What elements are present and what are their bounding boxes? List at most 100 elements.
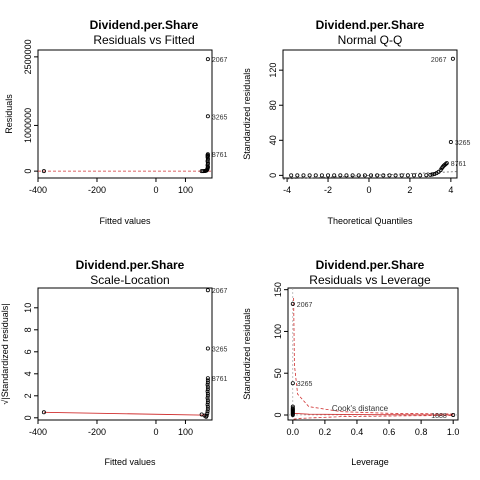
y-tick-label: 50	[273, 368, 283, 378]
data-point	[450, 56, 455, 61]
y-axis-label: Residuals	[4, 94, 14, 134]
y-tick-label: 2	[23, 393, 33, 398]
data-point	[205, 409, 210, 414]
point-label: 3265	[297, 381, 313, 388]
marks-layer: -400 -200 0 100 0 1000000 2500000 2067 3265 8761	[23, 39, 228, 195]
y-tick-label: 150	[273, 282, 283, 297]
data-point	[205, 380, 210, 385]
y-tick-label: 0	[23, 415, 33, 420]
data-point	[41, 410, 46, 415]
data-point	[204, 413, 209, 418]
x-axis-label: Leverage	[351, 457, 389, 467]
x-tick-label: 0.2	[319, 427, 332, 437]
data-point	[41, 169, 46, 174]
marks-layer: 0.0 0.2 0.4 0.6 0.8 1.0 0 50 100 150 2067 3265 1888	[273, 282, 459, 437]
cooks-distance-contour	[293, 415, 454, 420]
data-point	[356, 173, 361, 178]
plot-frame	[37, 49, 213, 179]
data-point	[338, 173, 343, 178]
smoother-line	[43, 411, 208, 416]
data-point	[205, 404, 210, 409]
x-tick-label: -400	[29, 185, 47, 195]
data-point	[205, 393, 210, 398]
data-point	[428, 172, 433, 177]
y-tick-label: 8	[23, 327, 33, 332]
data-point	[350, 173, 355, 178]
y-tick-label: 6	[23, 349, 33, 354]
data-point	[205, 288, 210, 293]
data-point	[290, 406, 295, 411]
x-tick-label: -400	[29, 427, 47, 437]
data-point	[332, 173, 337, 178]
x-tick-label: -200	[88, 427, 106, 437]
x-tick-label: 0.8	[415, 427, 428, 437]
data-point	[418, 173, 423, 178]
data-point	[393, 173, 398, 178]
data-point	[362, 173, 367, 178]
x-tick-label: 0.0	[287, 427, 300, 437]
x-tick-label: 1.0	[447, 427, 460, 437]
point-label: 2067	[297, 302, 313, 309]
plot-frame	[37, 287, 213, 421]
point-label: 1888	[431, 413, 447, 420]
x-tick-label: 0.4	[351, 427, 364, 437]
data-point	[205, 152, 210, 157]
y-tick-label: 80	[268, 100, 278, 110]
data-point	[205, 387, 210, 392]
panel-title: Dividend.per.Share	[76, 258, 185, 272]
data-point	[375, 173, 380, 178]
x-axis-label: Fitted values	[99, 216, 151, 226]
x-tick-label: -200	[88, 185, 106, 195]
y-tick-label: 120	[268, 63, 278, 78]
data-point	[205, 161, 210, 166]
y-tick-label: 100	[273, 324, 283, 339]
data-point	[205, 378, 210, 383]
x-tick-label: 100	[178, 185, 193, 195]
data-point	[424, 173, 429, 178]
data-point	[313, 173, 318, 178]
y-axis-label: Standardized residuals	[242, 308, 252, 400]
data-point	[451, 412, 456, 417]
x-tick-label: 100	[178, 427, 193, 437]
data-point	[205, 157, 210, 162]
data-point	[448, 140, 453, 145]
data-point	[289, 173, 294, 178]
x-tick-label: -4	[283, 185, 291, 195]
data-point	[205, 406, 210, 411]
data-point	[205, 346, 210, 351]
y-axis-label: √|Standardized residuals|	[0, 303, 10, 404]
y-tick-label: 0	[23, 169, 33, 174]
data-point	[290, 404, 295, 409]
point-label: 3265	[212, 347, 228, 354]
point-label: 8761	[451, 161, 467, 168]
point-label: 3265	[455, 140, 471, 147]
x-tick-label: 0.6	[383, 427, 396, 437]
data-point	[290, 381, 295, 386]
normal-qq-panel: Dividend.per.Share Normal Q-Q Theoretica…	[242, 18, 471, 226]
y-tick-label: 40	[268, 135, 278, 145]
data-point	[205, 376, 210, 381]
cooks-distance-legend: Cook's distance	[332, 404, 389, 413]
panel-subtitle: Normal Q-Q	[338, 33, 403, 47]
y-tick-label: 1000000	[23, 108, 33, 143]
data-point	[205, 398, 210, 403]
data-point	[405, 173, 410, 178]
panel-title: Dividend.per.Share	[316, 18, 425, 32]
y-tick-label: 2500000	[23, 39, 33, 74]
data-point	[326, 173, 331, 178]
data-point	[205, 114, 210, 119]
residuals-vs-leverage-panel: Dividend.per.Share Residuals vs Leverage…	[242, 258, 459, 467]
data-point	[205, 400, 210, 405]
x-tick-label: 4	[448, 185, 453, 195]
y-tick-label: 0	[273, 412, 283, 417]
x-axis-label: Theoretical Quantiles	[327, 216, 413, 226]
cooks-distance-contour	[293, 298, 454, 415]
x-tick-label: 0	[153, 427, 158, 437]
panel-subtitle: Scale-Location	[90, 273, 169, 287]
point-label: 8761	[212, 152, 228, 159]
data-point	[430, 172, 435, 177]
data-point	[344, 173, 349, 178]
